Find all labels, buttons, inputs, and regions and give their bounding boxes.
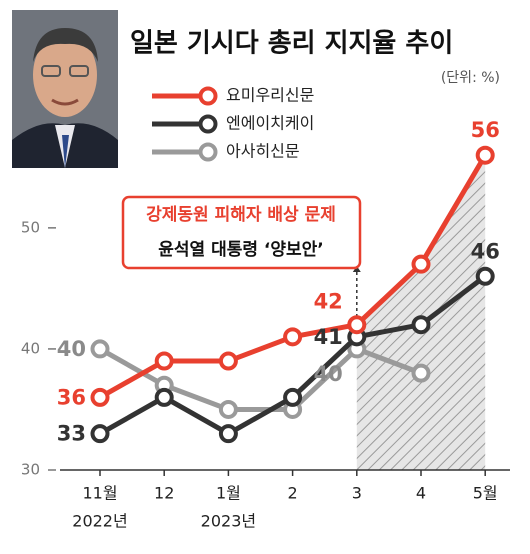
data-point bbox=[411, 315, 431, 335]
series-line bbox=[98, 346, 422, 412]
legend-marker bbox=[198, 142, 218, 162]
unit-label: (단위: %) bbox=[441, 70, 500, 86]
data-point bbox=[411, 254, 431, 274]
y-tick-label: 40 bbox=[21, 339, 40, 357]
x-tick-label: 2 bbox=[288, 484, 298, 503]
highlight-area bbox=[356, 155, 486, 470]
y-tick-label: 50 bbox=[21, 218, 40, 236]
x-tick-label: 12 bbox=[154, 484, 174, 503]
legend-marker bbox=[198, 114, 218, 134]
annotation-text: 강제동원 피해자 배상 문제 bbox=[146, 205, 336, 225]
y-tick-label: 30 bbox=[21, 461, 40, 479]
data-point bbox=[475, 145, 495, 165]
chart-title: 일본 기시다 총리 지지율 추이 bbox=[130, 29, 453, 59]
data-point bbox=[283, 387, 303, 407]
data-point bbox=[154, 351, 174, 371]
x-tick-label: 5월 bbox=[473, 484, 498, 503]
data-label: 36 bbox=[57, 385, 86, 409]
data-label: 56 bbox=[471, 118, 500, 142]
data-point bbox=[411, 363, 431, 383]
x-sublabel: 2022년 bbox=[72, 512, 127, 531]
legend-label: 요미우리신문 bbox=[226, 86, 314, 105]
data-point bbox=[283, 327, 303, 347]
data-label: 33 bbox=[57, 422, 86, 446]
data-label: 41 bbox=[314, 325, 343, 349]
annotation-box bbox=[121, 195, 362, 270]
legend-label: 엔에이치케이 bbox=[226, 114, 314, 133]
data-point bbox=[218, 424, 238, 444]
legend-marker bbox=[198, 86, 218, 106]
x-tick-label: 3 bbox=[352, 484, 362, 503]
legend-label: 아사히신문 bbox=[226, 142, 300, 161]
x-sublabel: 2023년 bbox=[201, 512, 256, 531]
annotation-arrow bbox=[352, 266, 361, 272]
x-tick-label: 11월 bbox=[82, 484, 117, 503]
data-label: 40 bbox=[57, 337, 86, 361]
x-tick-label: 4 bbox=[416, 484, 426, 503]
data-point bbox=[90, 424, 110, 444]
data-point bbox=[218, 399, 238, 419]
data-point bbox=[90, 339, 110, 359]
data-point bbox=[154, 387, 174, 407]
data-label: 40 bbox=[314, 362, 343, 386]
portrait bbox=[12, 10, 118, 168]
data-point bbox=[347, 315, 367, 335]
data-point bbox=[218, 351, 238, 371]
data-label: 42 bbox=[314, 290, 343, 314]
data-point bbox=[475, 266, 495, 286]
data-point bbox=[90, 387, 110, 407]
x-tick-label: 1월 bbox=[216, 484, 241, 503]
annotation-text: 윤석열 대통령 ‘양보안’ bbox=[158, 239, 324, 260]
data-label: 46 bbox=[471, 239, 500, 263]
